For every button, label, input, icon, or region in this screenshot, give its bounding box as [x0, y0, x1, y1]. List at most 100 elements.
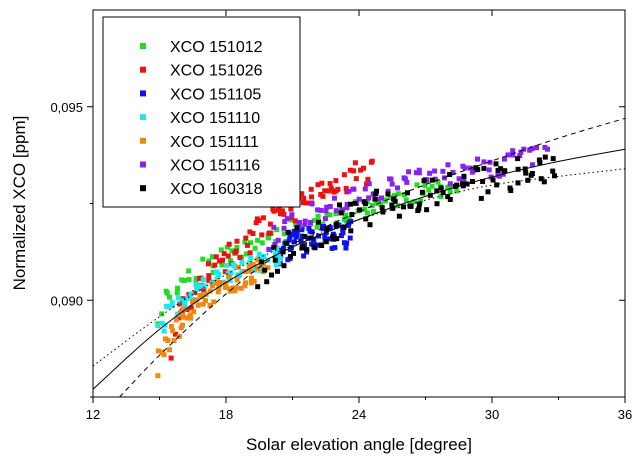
data-point: [248, 275, 254, 281]
data-point: [416, 201, 422, 207]
data-point: [232, 250, 238, 256]
data-point: [352, 160, 358, 166]
x-tick-label: 18: [219, 407, 233, 422]
data-point: [416, 170, 422, 176]
data-point: [285, 229, 291, 235]
fit-line-dashed: [119, 117, 626, 398]
data-point: [426, 187, 432, 193]
data-point: [413, 170, 419, 176]
data-point: [276, 207, 281, 213]
data-point: [552, 173, 557, 179]
data-point: [447, 189, 453, 195]
data-point: [432, 176, 438, 182]
data-point: [195, 302, 201, 308]
data-point: [346, 215, 352, 221]
data-point: [269, 272, 274, 278]
data-point: [232, 288, 238, 294]
data-point: [323, 239, 329, 245]
data-point: [169, 303, 175, 309]
data-point: [250, 261, 256, 267]
data-point: [267, 221, 273, 227]
data-point: [223, 285, 229, 290]
data-point: [272, 242, 278, 247]
data-point: [261, 254, 267, 259]
data-point: [422, 183, 428, 189]
data-point: [322, 234, 328, 240]
data-point: [392, 192, 397, 198]
data-point: [347, 235, 353, 241]
data-point: [219, 262, 225, 268]
y-tick-label: 0,090: [50, 293, 83, 308]
data-point: [374, 188, 379, 194]
data-point: [523, 170, 529, 176]
data-point: [311, 241, 317, 247]
data-point: [224, 262, 230, 268]
data-point: [435, 179, 441, 185]
data-point: [478, 195, 484, 201]
data-point: [335, 186, 341, 192]
data-point: [505, 152, 511, 158]
data-point: [226, 241, 232, 247]
fit-lines: [92, 117, 626, 398]
data-point: [327, 204, 333, 209]
data-point: [356, 196, 362, 202]
data-point: [226, 274, 232, 280]
data-point: [175, 285, 180, 291]
data-point: [427, 170, 433, 176]
data-point: [300, 224, 306, 230]
data-point: [341, 225, 347, 230]
data-point: [486, 167, 492, 173]
data-point: [287, 247, 293, 252]
data-point: [308, 235, 314, 241]
data-point: [237, 255, 243, 261]
legend-label: XCO 151110: [170, 110, 260, 127]
data-point: [447, 172, 453, 177]
data-point: [177, 301, 183, 307]
data-point: [206, 258, 212, 264]
data-point: [309, 194, 314, 200]
data-point: [311, 218, 317, 224]
data-point: [529, 146, 535, 152]
x-tick-label: 24: [352, 407, 366, 422]
data-point: [289, 214, 295, 220]
data-point: [175, 295, 181, 301]
data-point: [324, 226, 330, 232]
data-point: [278, 211, 283, 217]
data-point: [365, 176, 371, 182]
data-point: [481, 165, 487, 171]
data-point: [447, 197, 453, 202]
data-point: [193, 276, 199, 281]
data-point: [250, 231, 256, 236]
data-point: [273, 251, 279, 256]
data-point: [395, 191, 401, 197]
data-point: [277, 256, 283, 262]
data-point: [191, 309, 197, 315]
data-point: [405, 190, 410, 196]
data-point: [315, 182, 321, 188]
data-point: [309, 229, 315, 235]
data-point: [517, 153, 523, 159]
data-point: [201, 287, 207, 293]
data-point: [281, 225, 287, 231]
data-point: [235, 272, 241, 278]
data-point: [223, 280, 229, 286]
data-point: [217, 280, 223, 285]
data-point: [470, 179, 475, 184]
data-point: [378, 201, 384, 207]
data-point: [155, 348, 161, 354]
data-point: [302, 221, 308, 227]
data-point: [217, 258, 223, 264]
data-point: [239, 268, 245, 274]
data-point: [337, 202, 342, 208]
data-point: [385, 191, 391, 197]
x-tick-label: 36: [618, 407, 632, 422]
data-point: [197, 275, 203, 281]
data-point: [542, 144, 548, 150]
data-point: [320, 224, 326, 229]
data-point: [214, 269, 220, 275]
fit-line-dotted: [92, 168, 626, 367]
data-point: [369, 158, 375, 164]
data-point: [487, 159, 493, 165]
data-point: [257, 267, 263, 273]
data-point: [300, 200, 306, 206]
